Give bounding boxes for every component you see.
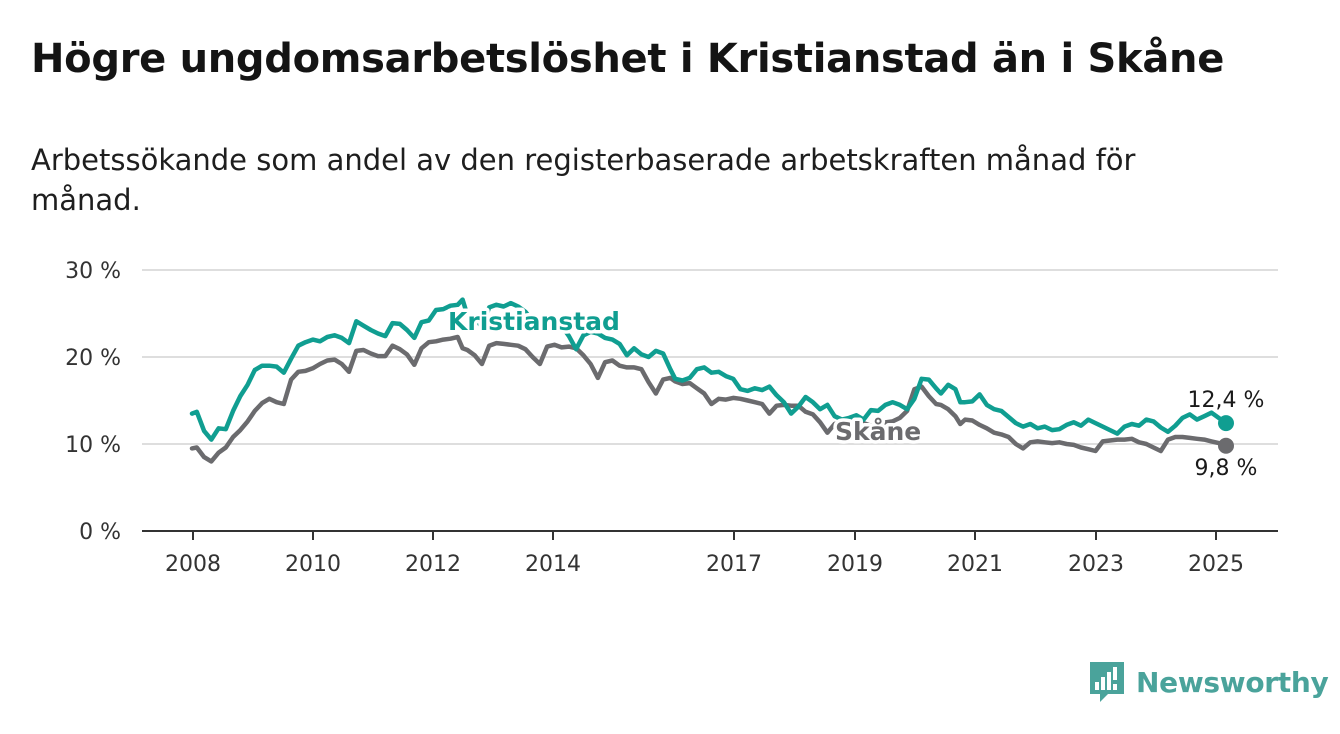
brand-name: Newsworthy: [1136, 665, 1329, 699]
end-value-kristianstad: 12,4 %: [1188, 388, 1265, 413]
x-tick-label: 2025: [1188, 552, 1244, 577]
x-axis-ticks: 2008 2010 2012 2014 2017 2019 2021 2023 2025: [165, 531, 1244, 577]
y-tick-label: 20 %: [65, 346, 121, 371]
series-label-kristianstad: Kristianstad: [448, 307, 620, 336]
series-line-kristianstad: [189, 297, 1229, 442]
series-line-sk-ne: [189, 334, 1229, 464]
series-labels: Kristianstad Skåne 12,4 % 9,8 %: [445, 304, 1267, 484]
y-axis-ticks: 0 % 10 % 20 % 30 %: [65, 259, 121, 545]
end-value-skane: 9,8 %: [1195, 456, 1258, 481]
gridlines: [142, 269, 1278, 532]
chart-subtitle: Arbetssökande som andel av den registerb…: [31, 143, 1136, 217]
y-tick-label: 0 %: [79, 520, 121, 545]
y-tick-label: 30 %: [65, 259, 121, 284]
series-lines: [189, 297, 1234, 464]
x-tick-label: 2010: [285, 552, 341, 577]
x-tick-label: 2014: [525, 552, 581, 577]
end-point-marker: [1218, 415, 1234, 432]
x-tick-label: 2021: [947, 552, 1003, 577]
newsworthy-logo: Newsworthy: [1088, 660, 1329, 704]
x-tick-label: 2019: [827, 552, 883, 577]
end-point-marker: [1218, 437, 1234, 454]
x-tick-label: 2023: [1068, 552, 1124, 577]
chart-title: Högre ungdomsarbetslöshet i Kristianstad…: [31, 36, 1225, 82]
series-label-skane: Skåne: [835, 417, 921, 446]
y-tick-label: 10 %: [65, 433, 121, 458]
x-tick-label: 2012: [405, 552, 461, 577]
bar-chart-logo-icon: [1090, 662, 1124, 702]
x-tick-label: 2017: [706, 552, 762, 577]
x-tick-label: 2008: [165, 552, 221, 577]
